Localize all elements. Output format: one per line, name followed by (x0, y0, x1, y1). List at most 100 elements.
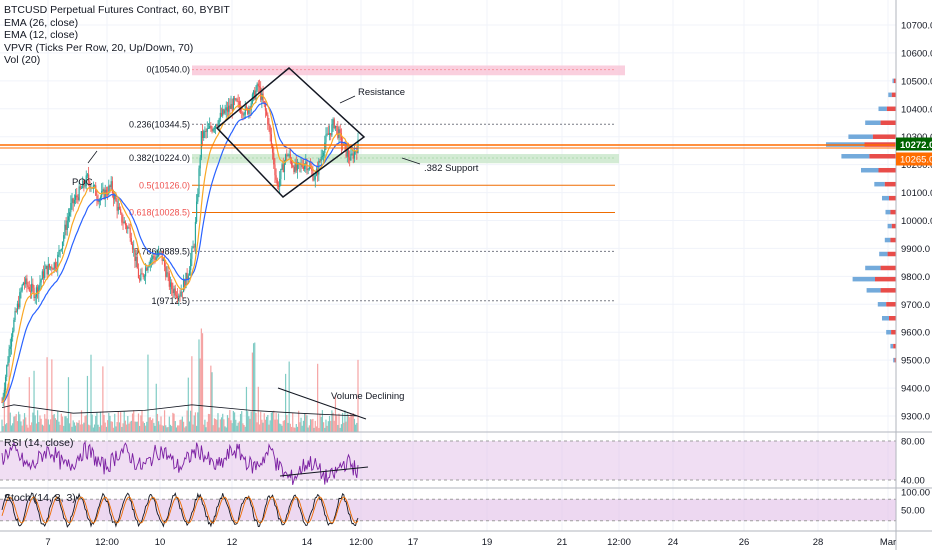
candle-body (171, 282, 173, 290)
vpvr-row-down (880, 265, 896, 271)
time-tick: 17 (408, 537, 419, 548)
volume-bar (155, 383, 157, 432)
volume-bar (244, 426, 246, 432)
candle-body (65, 224, 67, 230)
legend-symbol[interactable]: BTCUSD Perpetual Futures Contract, 60, B… (4, 4, 230, 16)
candle-body (213, 128, 216, 130)
volume-bar (282, 420, 284, 432)
candle-body (34, 296, 36, 298)
time-tick: 12:00 (607, 537, 631, 548)
candle-body (150, 258, 153, 261)
volume-bar (47, 419, 49, 432)
volume-bar (90, 354, 92, 432)
volume-bar (248, 416, 250, 432)
rsi-label[interactable]: RSI (14, close) (4, 437, 74, 449)
candle-body (140, 273, 142, 281)
volume-bar (287, 422, 289, 432)
candle-body (102, 189, 104, 192)
price-tick: 10500.0 (901, 76, 932, 87)
volume-bar (305, 414, 307, 432)
volume-bar (344, 410, 346, 432)
volume-bar (2, 426, 4, 432)
candle-body (218, 118, 220, 126)
volume-bar (317, 363, 319, 432)
candle-body (99, 197, 102, 201)
volume-bar (79, 424, 81, 432)
legend-vpvr[interactable]: VPVR (Ticks Per Row, 20, Up/Down, 70) (4, 41, 194, 54)
volume-bar (356, 422, 358, 432)
volume-bars (1, 328, 359, 432)
volume-bar (3, 387, 5, 432)
candle-body (47, 264, 49, 275)
candle-body (325, 134, 327, 143)
volume-bar (34, 415, 36, 432)
vpvr-row-up (888, 92, 892, 98)
time-tick: Mar (880, 537, 896, 548)
volume-bar (339, 427, 341, 432)
volume-bar (216, 419, 218, 432)
volume-bar (122, 423, 124, 432)
candle-body (108, 185, 110, 195)
candle-body (104, 189, 106, 199)
candle-body (80, 188, 83, 190)
volume-bar (219, 419, 221, 432)
stoch-label[interactable]: Stoch (14, 3, 3) (4, 492, 76, 504)
candle-body (55, 268, 58, 269)
legend-vol[interactable]: Vol (20) (4, 54, 41, 66)
time-tick: 12:00 (349, 537, 373, 548)
candlestick-series (1, 79, 359, 407)
candle-body (347, 150, 350, 158)
volume-bar (281, 425, 283, 432)
candle-body (156, 255, 159, 257)
candle-body (165, 266, 167, 277)
price-tick: 9500.0 (901, 356, 930, 367)
candle-body (155, 256, 157, 260)
candle-body (115, 195, 117, 201)
volume-bar (83, 422, 85, 432)
candle-body (19, 292, 21, 308)
volume-bar (334, 396, 337, 432)
vpvr-row-down (887, 251, 896, 257)
candle-body (258, 86, 261, 88)
vpvr-row-up (886, 329, 892, 335)
volume-bar (198, 339, 200, 432)
volume-bar (269, 420, 271, 432)
legend-ema12[interactable]: EMA (12, close) (4, 29, 79, 41)
volume-bar (254, 342, 256, 432)
vpvr-row-up (892, 78, 894, 84)
volume-bar (296, 426, 299, 432)
candle-body (305, 161, 307, 165)
volume-bar (158, 421, 160, 432)
time-tick: 12 (227, 537, 238, 548)
candle-body (117, 206, 119, 211)
chart-drawings[interactable]: Resistance .382 Support POC Volume Declinin… (0, 67, 896, 420)
current-price-badge (896, 137, 932, 151)
volume-bar (166, 427, 168, 432)
volume-bar (188, 421, 191, 432)
vpvr-row-up (852, 276, 875, 282)
volume-bar (98, 426, 100, 432)
candle-body (219, 112, 221, 119)
stoch-tick: 100.00 (901, 488, 930, 499)
volume-bar (69, 423, 71, 432)
volume-bar (182, 421, 185, 432)
candle-body (14, 311, 16, 320)
volume-bar (9, 412, 11, 432)
candle-body (133, 248, 135, 250)
volume-bar (293, 427, 295, 432)
candle-body (96, 195, 98, 199)
price-tick: 9800.0 (901, 272, 930, 283)
volume-bar (10, 425, 13, 432)
ema26-line (1, 102, 359, 403)
legend-ema26[interactable]: EMA (26, close) (4, 16, 79, 29)
candle-body (38, 285, 40, 294)
candle-body (146, 267, 148, 271)
volume-bar (53, 414, 55, 432)
volume-bar (341, 412, 344, 432)
volume-bar (130, 420, 132, 432)
volume-bar (355, 424, 357, 432)
volume-bar (302, 420, 305, 432)
vpvr-row-up (885, 209, 891, 215)
candle-body (122, 222, 124, 224)
